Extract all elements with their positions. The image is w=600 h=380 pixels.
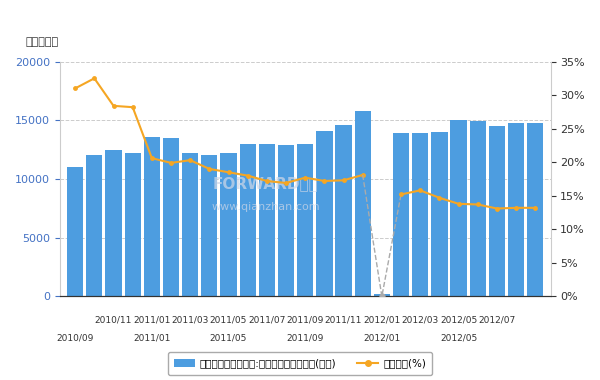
Bar	[374, 294, 390, 296]
Bar	[67, 167, 83, 296]
Text: 单位：亿元: 单位：亿元	[25, 38, 59, 48]
Bar	[335, 125, 352, 296]
Text: 2010/11: 2010/11	[95, 315, 132, 324]
Bar	[144, 137, 160, 296]
Text: 2012/01: 2012/01	[363, 334, 400, 343]
Text: 2011/03: 2011/03	[172, 315, 209, 324]
Bar	[201, 155, 217, 296]
Bar	[163, 138, 179, 296]
Text: 2011/09: 2011/09	[287, 315, 324, 324]
Text: 2012/03: 2012/03	[401, 315, 439, 324]
Bar	[278, 145, 294, 296]
Bar	[316, 131, 332, 296]
Text: 2011/01: 2011/01	[133, 334, 170, 343]
Text: 2011/01: 2011/01	[133, 315, 170, 324]
Text: 2011/11: 2011/11	[325, 315, 362, 324]
Bar	[239, 144, 256, 296]
Text: 2012/05: 2012/05	[440, 334, 477, 343]
Bar	[355, 111, 371, 296]
Bar	[451, 120, 467, 296]
Text: 2010/09: 2010/09	[56, 334, 94, 343]
Text: FORWARD前瞻: FORWARD前瞻	[213, 176, 319, 191]
Text: 2012/07: 2012/07	[478, 315, 515, 324]
Bar	[470, 122, 486, 296]
Text: www.qianzhan.com: www.qianzhan.com	[212, 202, 320, 212]
Bar	[182, 153, 199, 296]
Text: 2011/05: 2011/05	[210, 315, 247, 324]
Bar	[489, 126, 505, 296]
Text: 2012/01: 2012/01	[363, 315, 400, 324]
Bar	[297, 144, 313, 296]
Bar	[393, 133, 409, 296]
Bar	[125, 153, 141, 296]
Bar	[106, 150, 122, 296]
Text: 2011/07: 2011/07	[248, 315, 286, 324]
Bar	[220, 153, 236, 296]
Legend: 社会消费品零售总额:批发和零售业当月値(亿元), 同比增长(%): 社会消费品零售总额:批发和零售业当月値(亿元), 同比增长(%)	[167, 352, 433, 375]
Text: 2011/05: 2011/05	[210, 334, 247, 343]
Bar	[259, 144, 275, 296]
Bar	[86, 155, 103, 296]
Bar	[412, 133, 428, 296]
Text: 2012/05: 2012/05	[440, 315, 477, 324]
Bar	[431, 132, 448, 296]
Text: 2011/09: 2011/09	[287, 334, 324, 343]
Bar	[527, 123, 544, 296]
Bar	[508, 123, 524, 296]
